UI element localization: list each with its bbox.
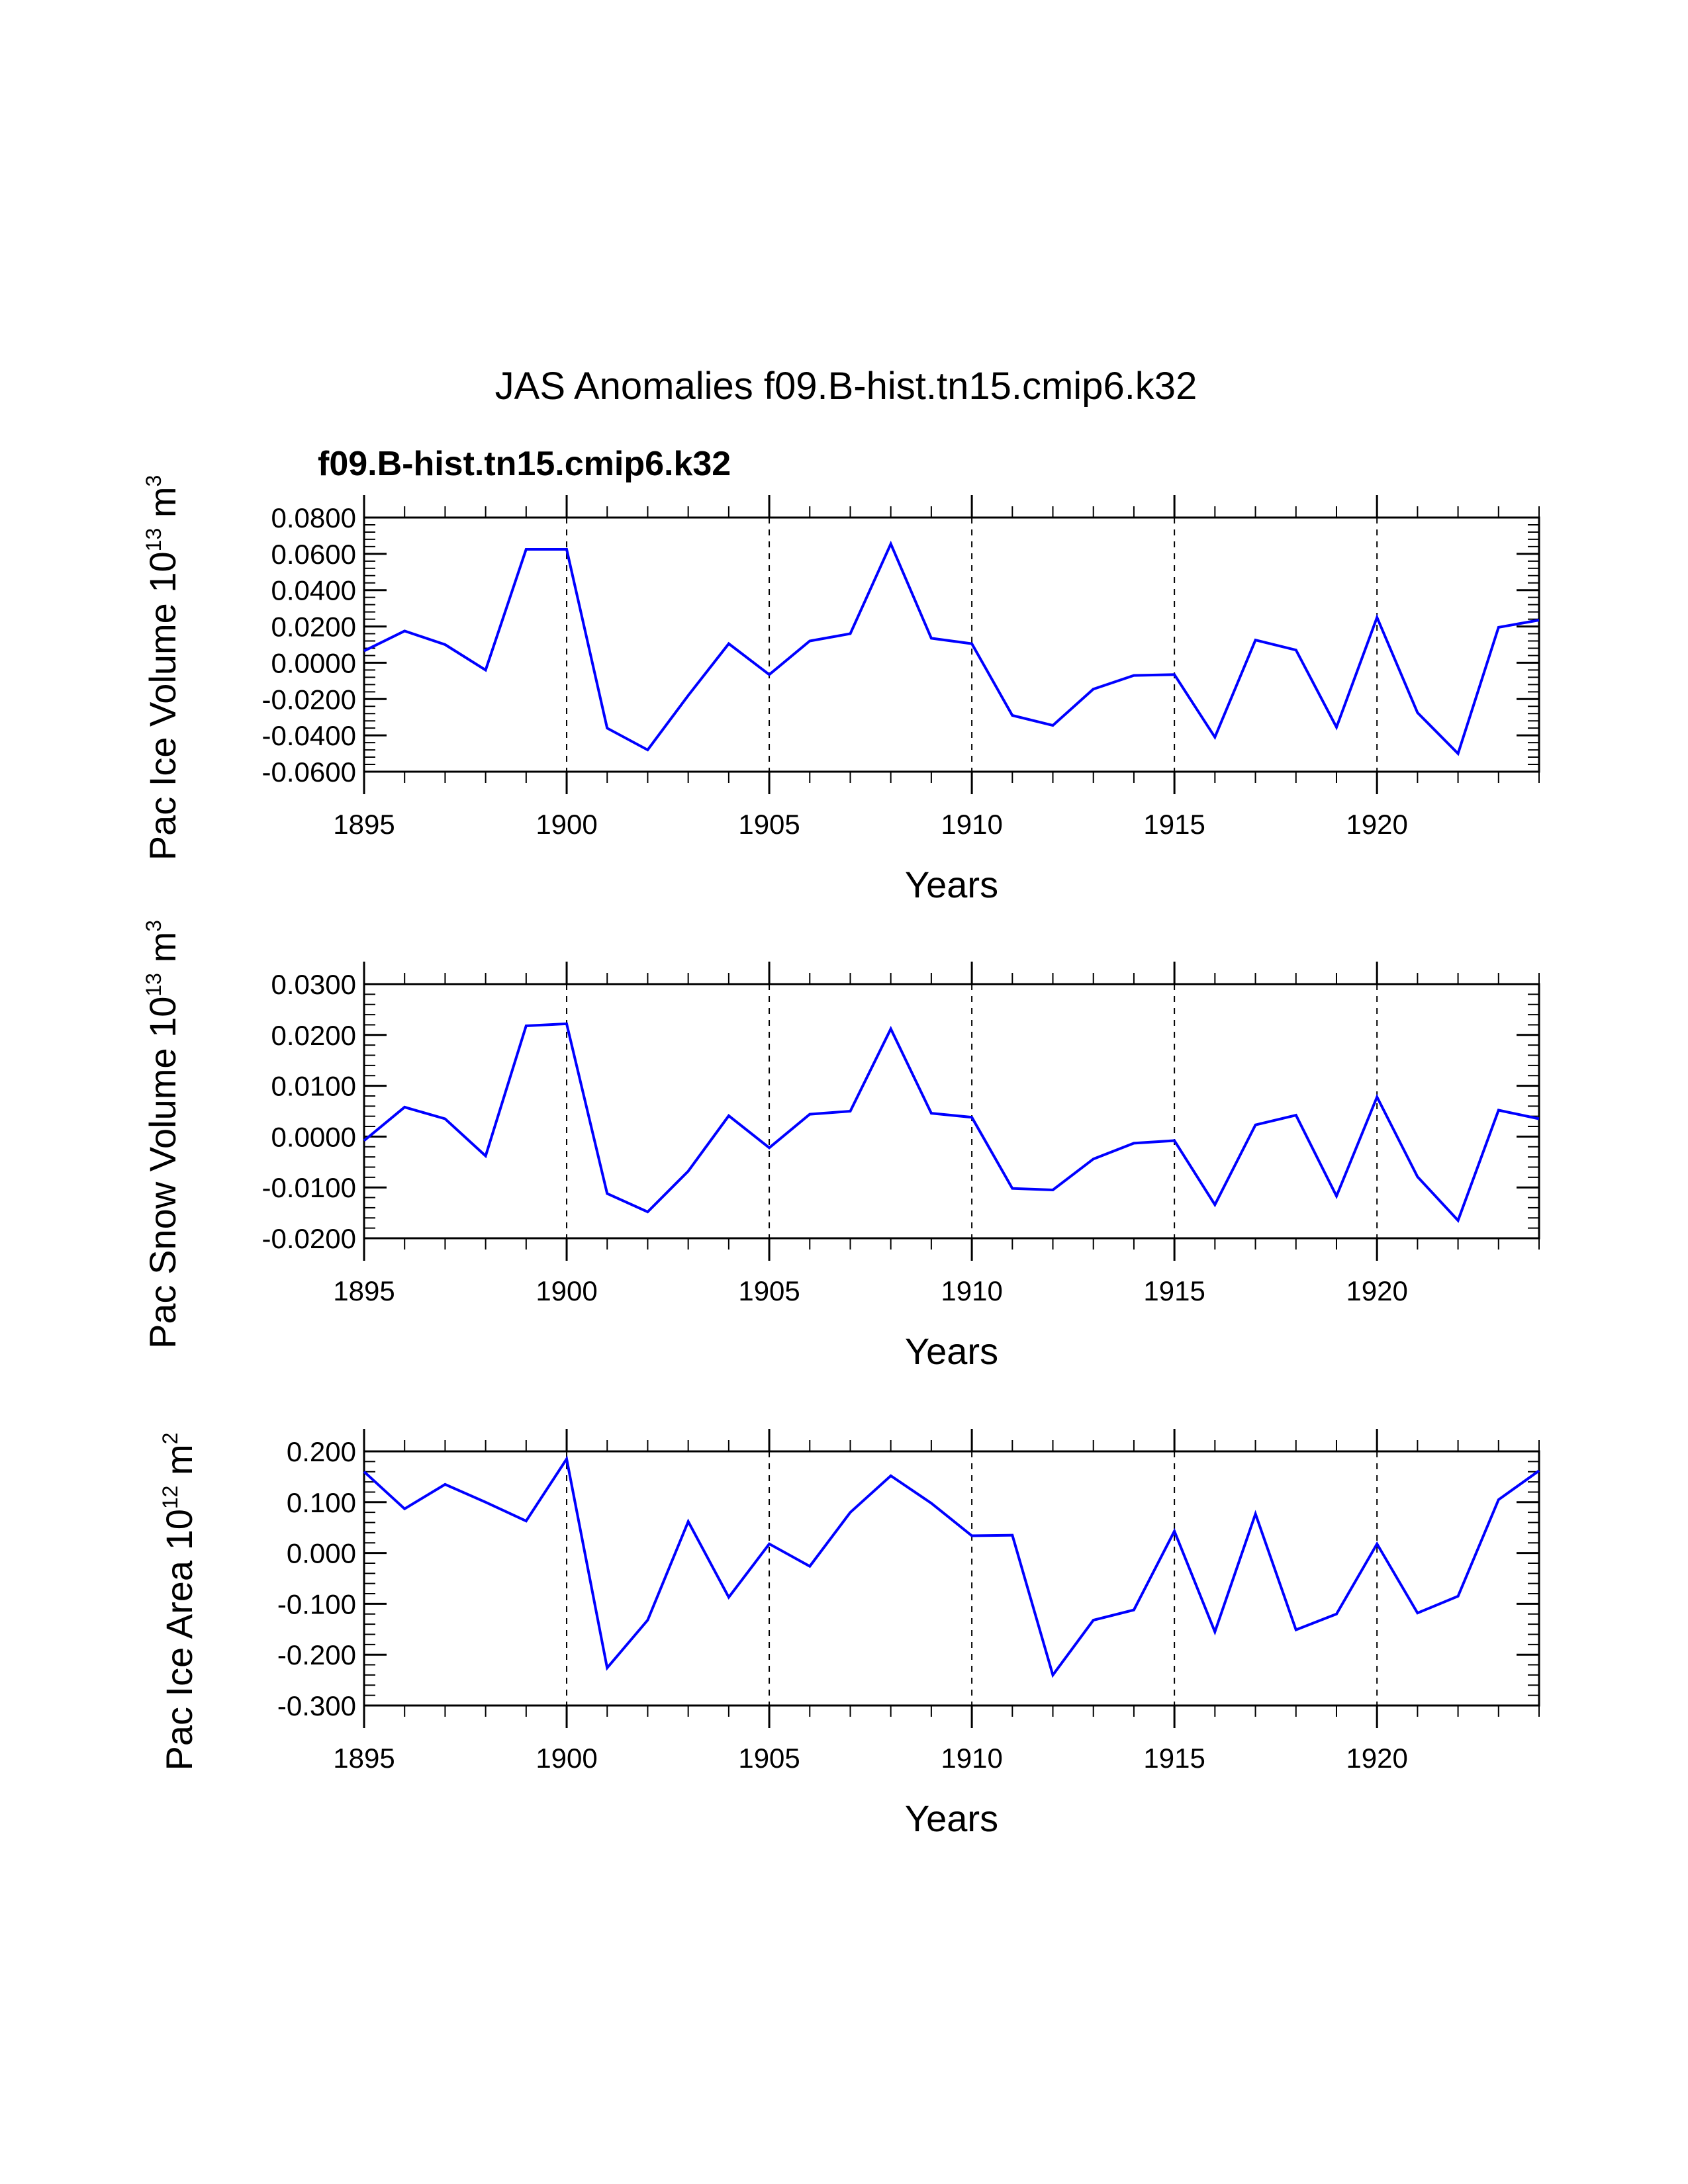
y-axis-label-unit: m bbox=[158, 1444, 200, 1485]
y-axis-label: Pac Ice Volume 1013 m3 bbox=[142, 475, 183, 861]
y-tick-label: 0.200 bbox=[287, 1436, 356, 1467]
y-axis-label: Pac Ice Area 1012 m2 bbox=[158, 1433, 200, 1771]
panel-3: 1895 1900 1905 1910 1915 1920 Years -0.300 -0.20… bbox=[158, 1429, 1540, 1839]
x-tick-label: 1895 bbox=[333, 1275, 395, 1306]
x-tick-label: 1910 bbox=[941, 809, 1002, 840]
panel-1: 1895 1900 1905 1910 1915 1920 Years -0.0600 -0.0… bbox=[142, 475, 1540, 905]
y-tick-label: 0.0600 bbox=[271, 539, 356, 570]
plot-frame bbox=[363, 1450, 1540, 1707]
y-tick-label: 0.0000 bbox=[271, 647, 356, 678]
x-tick-label: 1920 bbox=[1346, 1275, 1407, 1306]
y-tick-label: 0.0800 bbox=[271, 502, 356, 533]
y-tick-label: 0.0200 bbox=[271, 1020, 356, 1051]
x-tick-label: 1905 bbox=[738, 1275, 800, 1306]
x-tick-label: 1900 bbox=[536, 1743, 597, 1774]
y-tick-label: -0.0100 bbox=[262, 1172, 356, 1203]
y-tick-label: 0.000 bbox=[287, 1538, 356, 1569]
x-tick-label: 1895 bbox=[333, 1743, 395, 1774]
y-tick-label: -0.0600 bbox=[262, 756, 356, 788]
y-axis-label-unit-exponent: 3 bbox=[142, 920, 165, 932]
y-tick-label: 0.0200 bbox=[271, 612, 356, 643]
series-subtitle: f09.B-hist.tn15.cmip6.k32 bbox=[318, 445, 731, 483]
y-axis-label-main: Pac Ice Volume 10 bbox=[142, 551, 183, 860]
x-axis-label: Years bbox=[905, 1797, 998, 1839]
y-tick-label: -0.300 bbox=[277, 1690, 356, 1721]
y-tick-label: -0.0200 bbox=[262, 1223, 356, 1254]
y-tick-label: 0.0000 bbox=[271, 1121, 356, 1152]
x-axis-label: Years bbox=[905, 864, 998, 905]
y-tick-label: 0.0100 bbox=[271, 1071, 356, 1102]
y-tick-label: 0.0300 bbox=[271, 969, 356, 1000]
y-tick-label: -0.100 bbox=[277, 1588, 356, 1619]
plot-frame bbox=[363, 983, 1540, 1240]
series-line bbox=[363, 1455, 1540, 1678]
y-tick-label: 0.0400 bbox=[271, 575, 356, 606]
x-tick-label: 1915 bbox=[1143, 1743, 1205, 1774]
x-tick-label: 1900 bbox=[536, 809, 597, 840]
x-tick-label: 1900 bbox=[536, 1275, 597, 1306]
y-tick-label: -0.0200 bbox=[262, 684, 356, 715]
series-line bbox=[363, 540, 1540, 756]
series-line bbox=[363, 1022, 1540, 1223]
x-tick-label: 1920 bbox=[1346, 809, 1407, 840]
y-tick-label: -0.0400 bbox=[262, 720, 356, 751]
y-tick-label: 0.100 bbox=[287, 1487, 356, 1518]
chart-title: JAS Anomalies f09.B-hist.tn15.cmip6.k32 bbox=[495, 365, 1197, 408]
y-axis-label-main: Pac Snow Volume 10 bbox=[142, 997, 183, 1349]
x-tick-label: 1915 bbox=[1143, 1275, 1205, 1306]
plot-frame bbox=[363, 516, 1540, 773]
x-tick-label: 1910 bbox=[941, 1743, 1002, 1774]
y-axis-label-unit-exponent: 3 bbox=[142, 475, 165, 487]
y-axis-label-main: Pac Ice Area 10 bbox=[158, 1509, 200, 1770]
x-tick-label: 1905 bbox=[738, 1743, 800, 1774]
x-tick-label: 1915 bbox=[1143, 809, 1205, 840]
y-axis-label-unit: m bbox=[142, 932, 183, 973]
x-tick-label: 1910 bbox=[941, 1275, 1002, 1306]
x-tick-label: 1895 bbox=[333, 809, 395, 840]
y-axis-label-unit-exponent: 2 bbox=[158, 1433, 182, 1445]
y-axis-label-exponent: 13 bbox=[142, 528, 165, 552]
y-axis-label-exponent: 12 bbox=[158, 1486, 182, 1510]
panels: 1895 1900 1905 1910 1915 1920 Years -0.0600 -0.0… bbox=[142, 475, 1540, 1839]
x-axis-label: Years bbox=[905, 1330, 998, 1372]
panel-2: 1895 1900 1905 1910 1915 1920 Years -0.0200 -0.0… bbox=[142, 920, 1540, 1372]
x-tick-label: 1920 bbox=[1346, 1743, 1407, 1774]
y-tick-label: -0.200 bbox=[277, 1639, 356, 1670]
y-axis-label-exponent: 13 bbox=[142, 973, 165, 997]
x-tick-label: 1905 bbox=[738, 809, 800, 840]
y-axis-label-unit: m bbox=[142, 487, 183, 528]
y-axis-label: Pac Snow Volume 1013 m3 bbox=[142, 920, 183, 1349]
